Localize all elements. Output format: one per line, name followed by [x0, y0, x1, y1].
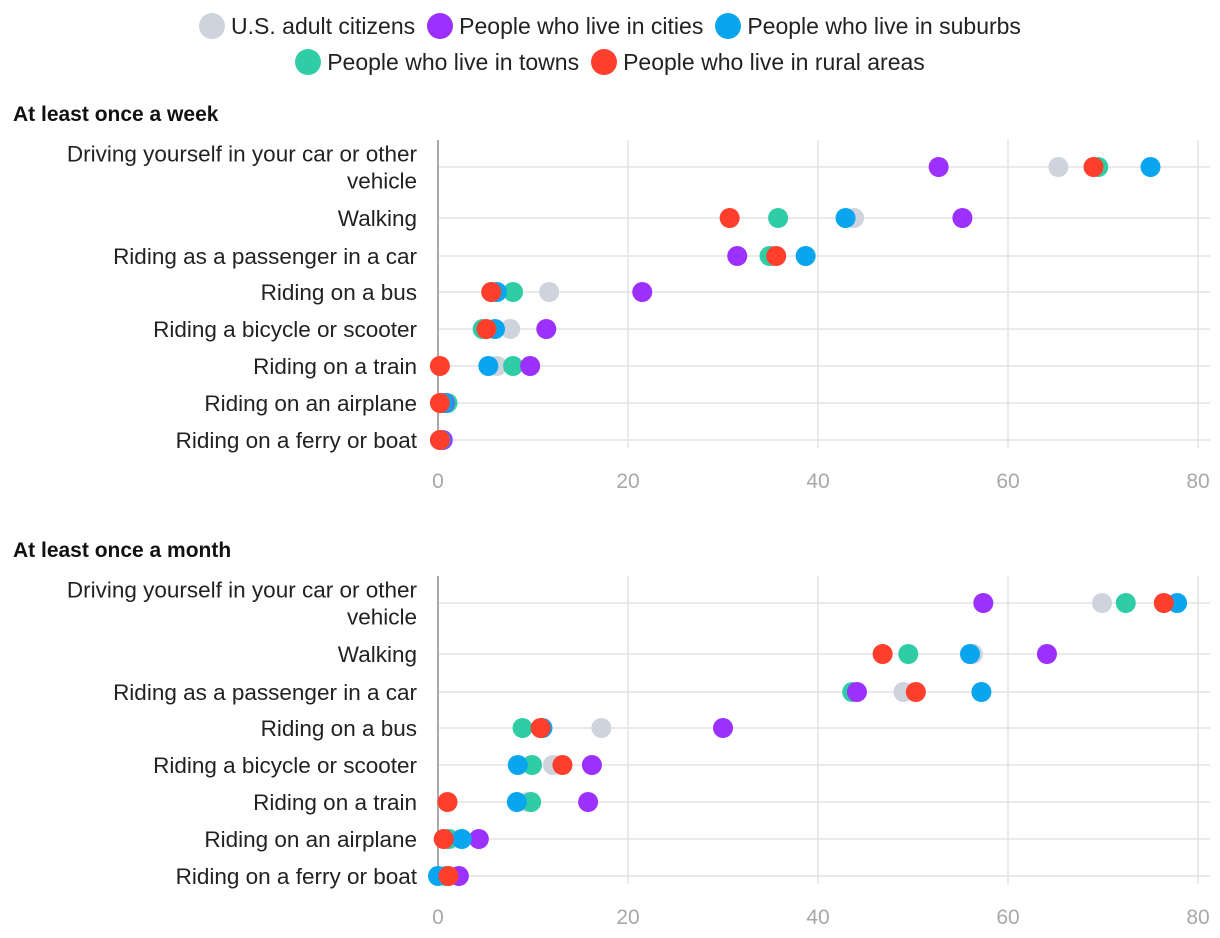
category-label-4: Riding a bicycle or scooter	[153, 753, 417, 778]
dot-cities-3	[713, 718, 733, 738]
dot-cities-2	[727, 246, 748, 266]
dot-suburbs-5	[506, 792, 527, 812]
dot-rural-1	[872, 644, 893, 664]
legend-swatch-cities	[427, 13, 454, 39]
dot-towns-1	[768, 208, 789, 228]
dot-rural-6	[433, 829, 454, 849]
legend-label-rural: People who live in rural areas	[623, 48, 925, 75]
x-tick-label-2: 40	[806, 470, 829, 493]
dot-us-0	[1092, 593, 1113, 613]
legend-label-suburbs: People who live in suburbs	[747, 12, 1021, 39]
dot-towns-3	[512, 718, 533, 738]
category-label-1: Walking	[338, 206, 417, 231]
dot-us-0	[1048, 157, 1069, 177]
category-label-2: Riding as a passenger in a car	[113, 244, 417, 269]
dot-us-4	[500, 319, 521, 339]
dot-rural-1	[719, 208, 740, 228]
dot-suburbs-4	[507, 755, 528, 775]
dot-towns-0	[1115, 593, 1136, 613]
chart-legend: U.S. adult citizens People who live in c…	[0, 8, 1220, 80]
dot-suburbs-5	[478, 356, 499, 376]
dot-suburbs-0	[1140, 157, 1161, 177]
dot-suburbs-2	[971, 682, 992, 702]
x-tick-label-4: 80	[1186, 906, 1209, 929]
dot-rural-3	[481, 282, 502, 302]
panel-title-weekly: At least once a week	[13, 103, 219, 126]
category-label-6: Riding on an airplane	[204, 391, 417, 416]
legend-label-cities: People who live in cities	[459, 12, 704, 39]
legend-item-rural: People who live in rural areas	[591, 49, 925, 76]
dot-plot-weekly: 0 20 40 60 80 Driving yourself in your car or…	[67, 140, 1210, 493]
dot-rural-7	[429, 430, 450, 450]
x-tick-label-4: 80	[1186, 470, 1209, 493]
dot-cities-3	[632, 282, 653, 302]
dot-cities-1	[1036, 644, 1057, 664]
dot-cities-4	[581, 755, 602, 775]
dot-suburbs-1	[835, 208, 856, 228]
dot-cities-4	[536, 319, 557, 339]
x-tick-label-0: 0	[432, 906, 444, 929]
dot-us-3	[591, 718, 612, 738]
category-label-5: Riding on a train	[253, 790, 417, 815]
legend-item-us: U.S. adult citizens	[199, 13, 415, 40]
dot-towns-1	[898, 644, 919, 664]
x-tick-label-3: 60	[996, 470, 1019, 493]
dot-rural-3	[530, 718, 551, 738]
dot-rural-0	[1083, 157, 1104, 177]
legend-item-cities: People who live in cities	[427, 13, 703, 40]
dot-cities-5	[578, 792, 599, 812]
x-tick-label-1: 20	[616, 470, 639, 493]
dot-rural-4	[476, 319, 497, 339]
panel-title-monthly: At least once a month	[13, 539, 232, 562]
dot-rural-5	[429, 356, 450, 376]
dot-plot-monthly: 0 20 40 60 80 Driving yourself in your car or…	[67, 576, 1210, 929]
legend-swatch-towns	[295, 49, 322, 75]
dot-towns-4	[522, 755, 543, 775]
category-label-0: Driving yourself in your car or other veh…	[67, 578, 418, 630]
dot-cities-2	[846, 682, 867, 702]
dot-towns-5	[521, 792, 542, 812]
dot-rural-6	[429, 393, 450, 413]
dot-us-3	[539, 282, 560, 302]
legend-swatch-us	[199, 13, 226, 39]
category-label-3: Riding on a bus	[261, 280, 417, 305]
dot-suburbs-1	[960, 644, 980, 664]
category-label-3: Riding on a bus	[261, 716, 417, 741]
category-label-1: Walking	[338, 642, 417, 667]
dot-cities-6	[468, 829, 489, 849]
dot-rural-2	[905, 682, 926, 702]
dot-suburbs-6	[451, 829, 472, 849]
category-label-5: Riding on a train	[253, 354, 417, 379]
dot-rural-4	[552, 755, 573, 775]
legend-swatch-suburbs	[715, 13, 742, 39]
category-label-2: Riding as a passenger in a car	[113, 680, 417, 705]
category-label-6: Riding on an airplane	[204, 827, 417, 852]
legend-item-towns: People who live in towns	[295, 49, 579, 76]
dot-rural-0	[1153, 593, 1174, 613]
dot-suburbs-2	[795, 246, 816, 266]
legend-row-1: U.S. adult citizens People who live in c…	[0, 8, 1220, 44]
category-label-7: Riding on a ferry or boat	[176, 864, 418, 889]
legend-item-suburbs: People who live in suburbs	[715, 13, 1021, 40]
dot-cities-0	[928, 157, 949, 177]
legend-row-2: People who live in towns People who live…	[0, 44, 1220, 80]
category-label-0: Driving yourself in your car or other veh…	[67, 142, 418, 194]
dot-rural-5	[437, 792, 458, 812]
dot-towns-3	[503, 282, 524, 302]
legend-label-towns: People who live in towns	[327, 48, 580, 75]
dot-rural-7	[438, 866, 459, 886]
dot-towns-5	[503, 356, 524, 376]
x-tick-label-1: 20	[616, 906, 639, 929]
category-label-7: Riding on a ferry or boat	[176, 428, 418, 453]
x-tick-label-0: 0	[432, 470, 444, 493]
dot-rural-2	[766, 246, 787, 266]
legend-swatch-rural	[591, 49, 618, 75]
category-label-4: Riding a bicycle or scooter	[153, 317, 417, 342]
x-tick-label-3: 60	[996, 906, 1019, 929]
dot-cities-5	[520, 356, 541, 376]
dot-cities-1	[952, 208, 973, 228]
x-tick-label-2: 40	[806, 906, 829, 929]
dot-cities-0	[973, 593, 994, 613]
legend-label-us: U.S. adult citizens	[231, 12, 416, 39]
